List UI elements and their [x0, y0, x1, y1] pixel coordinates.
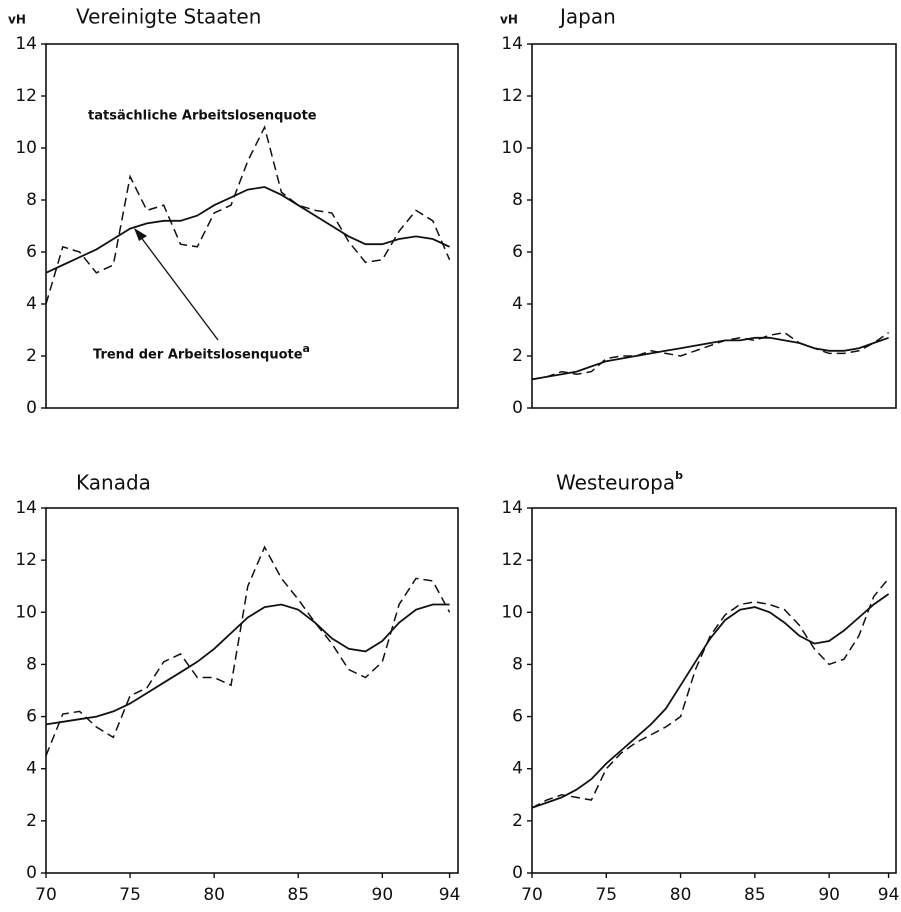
y-tick-label: 4: [512, 759, 523, 779]
trend-line: [45, 186, 450, 274]
panel: Japan vH 0 2 4 6 8 10 12 14: [500, 5, 897, 418]
y-tick-label: 14: [501, 498, 523, 518]
y-tick-label: 2: [512, 346, 523, 366]
y-tick-label: 0: [512, 863, 523, 883]
actual-line: [531, 331, 890, 381]
y-tick-label: 12: [501, 550, 523, 570]
y-tick-label: 10: [501, 138, 523, 158]
y-tick-label: 14: [15, 498, 37, 518]
trend-line: [45, 603, 450, 726]
arrow-head: [134, 228, 147, 241]
trend-line: [531, 336, 889, 381]
x-tick-label: 94: [878, 885, 900, 905]
unit-label: vH: [8, 13, 26, 27]
y-tick-label: 10: [501, 602, 523, 622]
y-tick-label: 8: [512, 190, 523, 210]
x-tick-label: 90: [372, 885, 394, 905]
y-tick-label: 10: [15, 602, 37, 622]
y-tick-label: 6: [512, 242, 523, 262]
y-tick-label: 8: [26, 654, 37, 674]
y-tick-label: 8: [26, 190, 37, 210]
chart-title: Kanada: [76, 471, 151, 495]
actual-line: [45, 125, 451, 305]
title-note: b: [675, 469, 683, 482]
y-tick-label: 12: [15, 86, 37, 106]
y-tick-label: 0: [26, 398, 37, 418]
actual-line: [531, 577, 890, 809]
chart-title: Japan: [558, 5, 616, 29]
x-tick-label: 80: [203, 885, 225, 905]
y-tick-label: 0: [26, 863, 37, 883]
y-tick-label: 6: [512, 707, 523, 727]
y-tick-label: 4: [26, 294, 37, 314]
x-tick-label: 94: [439, 885, 461, 905]
y-tick-label: 14: [15, 34, 37, 54]
x-tick-label: 85: [744, 885, 766, 905]
x-tick-label: 70: [521, 885, 543, 905]
y-tick-label: 2: [26, 346, 37, 366]
x-tick-label: 70: [35, 885, 57, 905]
x-tick-label: 75: [119, 885, 141, 905]
y-tick-label: 4: [26, 759, 37, 779]
y-tick-label: 2: [26, 811, 37, 831]
y-tick-label: 6: [26, 242, 37, 262]
chart-title: Westeuropab: [556, 469, 683, 495]
y-tick-label: 6: [26, 707, 37, 727]
y-tick-label: 8: [512, 654, 523, 674]
y-tick-label: 12: [501, 86, 523, 106]
annotation-arrow: [139, 235, 219, 341]
plot-frame: [45, 43, 459, 409]
y-tick-label: 12: [15, 550, 37, 570]
plot-frame: [531, 507, 897, 874]
y-tick-label: 4: [512, 294, 523, 314]
x-tick-label: 75: [595, 885, 617, 905]
unit-label: vH: [500, 13, 518, 27]
chart-title: Vereinigte Staaten: [76, 5, 261, 29]
plot-frame: [45, 507, 459, 874]
y-tick-label: 10: [15, 138, 37, 158]
y-tick-label: 14: [501, 34, 523, 54]
y-tick-label: 0: [512, 398, 523, 418]
plot-frame: [531, 43, 897, 409]
actual-line: [45, 545, 451, 756]
series-label: Trend der Arbeitslosenquotea: [93, 342, 310, 363]
series-label: tatsächliche Arbeitslosenquote: [88, 109, 317, 124]
y-tick-label: 2: [512, 811, 523, 831]
x-tick-label: 80: [670, 885, 692, 905]
x-tick-label: 85: [287, 885, 309, 905]
trend-line: [531, 593, 890, 809]
x-tick-label: 90: [818, 885, 840, 905]
panel: Westeuropab 0 2 4 6 8 10 12 14 70 75 80 85 90 94: [501, 469, 899, 905]
series-note: a: [303, 342, 310, 355]
panel: Vereinigte Staaten vH 0 2 4 6 8 10 12 14 tatsächli…: [8, 5, 459, 418]
panel: Kanada 0 2 4 6 8 10 12 14 70 75 80 85 90 94: [15, 471, 460, 906]
